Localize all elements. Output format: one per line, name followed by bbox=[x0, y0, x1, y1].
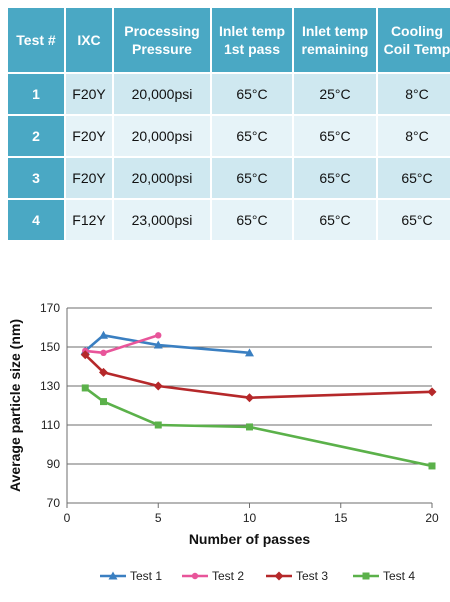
column-header: Inlet temp remaining bbox=[292, 6, 378, 74]
table-cell: 25°C bbox=[292, 72, 378, 116]
data-point-test-1 bbox=[245, 348, 254, 357]
x-tick-label: 20 bbox=[425, 511, 439, 525]
table-cell: F20Y bbox=[64, 156, 114, 200]
table-cell: 65°C bbox=[376, 198, 450, 242]
table-cell: 65°C bbox=[292, 156, 378, 200]
legend-marker-test-2 bbox=[191, 572, 199, 580]
x-tick-label: 10 bbox=[243, 511, 257, 525]
x-axis-title: Number of passes bbox=[189, 531, 311, 547]
x-tick-label: 15 bbox=[334, 511, 348, 525]
data-point-test-2 bbox=[100, 349, 107, 357]
table-cell: 8°C bbox=[376, 114, 450, 158]
table-cell: 65°C bbox=[210, 198, 294, 242]
table-cell: 65°C bbox=[292, 114, 378, 158]
table-cell: 8°C bbox=[376, 72, 450, 116]
legend-marker-test-3 bbox=[274, 571, 284, 581]
data-point-test-1 bbox=[153, 340, 163, 349]
column-header: Inlet temp 1st pass bbox=[210, 6, 294, 74]
column-header: IXC bbox=[64, 6, 114, 74]
test-parameters-table: Test # IXC Processing Pressure Inlet temp 1st… bbox=[6, 6, 450, 242]
table-cell: 65°C bbox=[210, 72, 294, 116]
table-cell: 20,000psi bbox=[112, 156, 212, 200]
data-point-test-4 bbox=[154, 421, 162, 429]
y-tick-label: 70 bbox=[47, 496, 61, 510]
data-point-test-3 bbox=[80, 350, 90, 360]
table-row: 2 F20Y 20,000psi 65°C 65°C 8°C bbox=[6, 114, 450, 158]
legend-label-test-1: Test 1 bbox=[130, 569, 162, 583]
data-point-test-3 bbox=[245, 393, 254, 403]
column-header-label: 1st pass bbox=[223, 41, 281, 57]
table-cell: 20,000psi bbox=[112, 72, 212, 116]
data-point-test-3 bbox=[153, 381, 163, 391]
data-point-test-4 bbox=[100, 398, 107, 406]
data-point-test-4 bbox=[246, 423, 253, 431]
legend-marker-test-4 bbox=[362, 572, 370, 580]
column-header-label: IXC bbox=[77, 32, 101, 48]
data-point-test-4 bbox=[81, 384, 89, 392]
table-cell: 65°C bbox=[376, 156, 450, 200]
x-tick-label: 0 bbox=[64, 511, 71, 525]
test-number-cell: 1 bbox=[6, 72, 66, 116]
data-point-test-1 bbox=[99, 330, 108, 339]
table-cell: 65°C bbox=[210, 114, 294, 158]
table-row: 3 F20Y 20,000psi 65°C 65°C 65°C bbox=[6, 156, 450, 200]
legend-marker-test-1 bbox=[108, 571, 118, 580]
table-body: 1 F20Y 20,000psi 65°C 25°C 8°C 2 F20Y 20,000psi 6… bbox=[6, 72, 450, 242]
column-header-label: remaining bbox=[301, 41, 369, 57]
y-tick-label: 150 bbox=[40, 340, 60, 354]
table-cell: 20,000psi bbox=[112, 114, 212, 158]
table-cell: 65°C bbox=[292, 198, 378, 242]
column-header-label: Cooling bbox=[390, 23, 444, 39]
y-tick-label: 170 bbox=[40, 301, 60, 315]
legend-label-test-3: Test 3 bbox=[296, 569, 328, 583]
table-header-row: Test # IXC Processing Pressure Inlet temp 1st… bbox=[6, 6, 450, 74]
table-cell: F12Y bbox=[64, 198, 114, 242]
test-number-cell: 2 bbox=[6, 114, 66, 158]
column-header-label: Pressure bbox=[132, 41, 192, 57]
data-point-test-3 bbox=[427, 387, 437, 397]
column-header: Test # bbox=[6, 6, 66, 74]
column-header-label: Coil Temp bbox=[383, 41, 450, 57]
series-line-test-1 bbox=[84, 333, 250, 355]
data-point-test-3 bbox=[99, 367, 108, 377]
series-line-test-4 bbox=[84, 386, 433, 468]
column-header-label: Processing bbox=[124, 23, 200, 39]
column-header: Processing Pressure bbox=[112, 6, 212, 74]
series-line-test-3 bbox=[84, 353, 433, 399]
x-tick-label: 5 bbox=[155, 511, 162, 525]
column-header-label: Inlet temp bbox=[218, 23, 286, 39]
y-tick-label: 130 bbox=[40, 379, 60, 393]
table-cell: F20Y bbox=[64, 114, 114, 158]
table-row: 1 F20Y 20,000psi 65°C 25°C 8°C bbox=[6, 72, 450, 116]
y-axis-title: Average particle size (nm) bbox=[7, 319, 23, 492]
data-point-test-2 bbox=[155, 332, 162, 339]
table-cell: 23,000psi bbox=[112, 198, 212, 242]
legend-label-test-2: Test 2 bbox=[212, 569, 244, 583]
table-cell: 65°C bbox=[210, 156, 294, 200]
column-header: Cooling Coil Temp bbox=[376, 6, 450, 74]
table-cell: F20Y bbox=[64, 72, 114, 116]
column-header-label: Inlet temp bbox=[301, 23, 369, 39]
table-row: 4 F12Y 23,000psi 65°C 65°C 65°C bbox=[6, 198, 450, 242]
legend-label-test-4: Test 4 bbox=[383, 569, 415, 583]
y-tick-label: 90 bbox=[47, 457, 61, 471]
data-point-test-4 bbox=[428, 462, 436, 470]
particle-size-line-chart: 70 90 110 130 150 170 0 5 10 15 20 Number of passes… bbox=[7, 301, 439, 583]
column-header-label: Test # bbox=[16, 32, 56, 48]
test-number-cell: 4 bbox=[6, 198, 66, 242]
test-number-cell: 3 bbox=[6, 156, 66, 200]
y-tick-label: 110 bbox=[41, 418, 60, 432]
